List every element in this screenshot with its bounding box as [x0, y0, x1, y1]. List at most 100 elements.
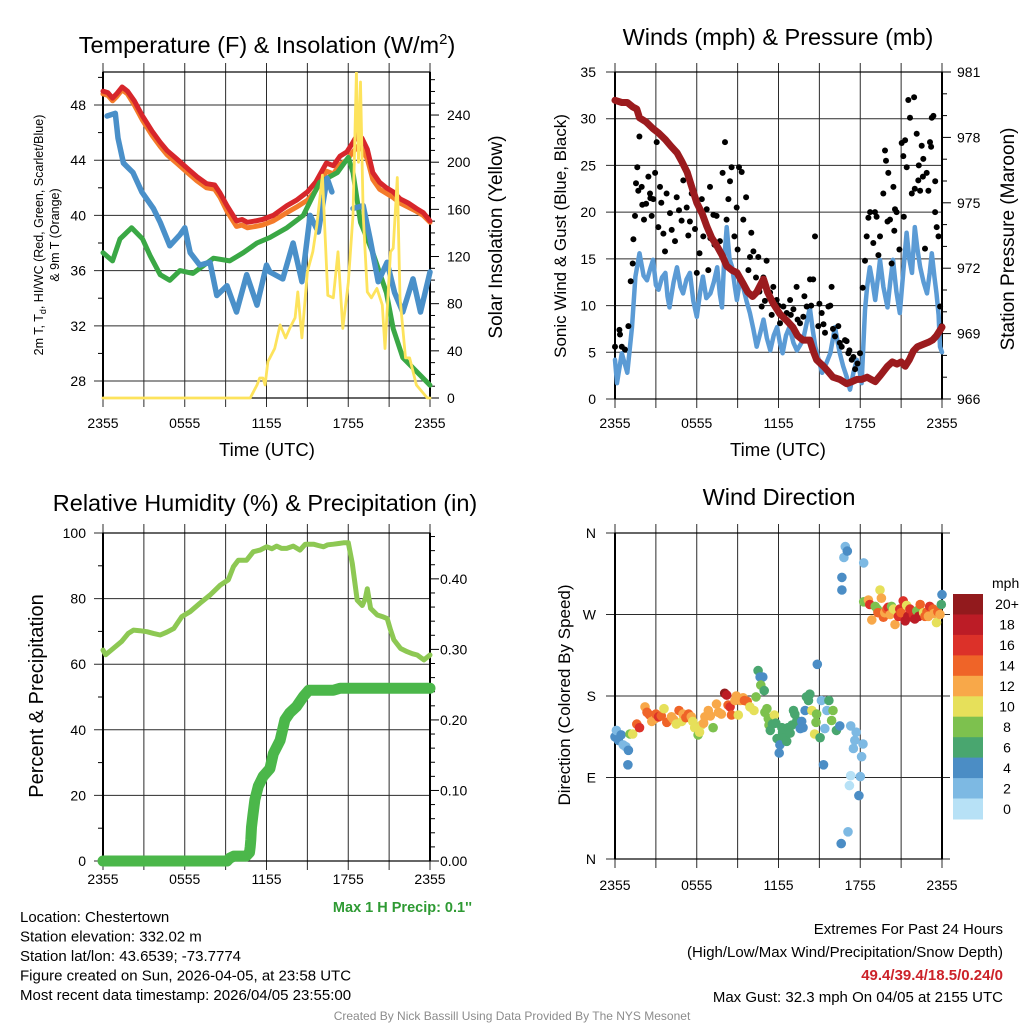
y-tick-label-right: 120 — [447, 249, 471, 265]
gust-point — [835, 323, 842, 330]
gust-point — [890, 183, 897, 190]
relative-humidity-line — [100, 540, 433, 663]
y-tick-label-right: 0.40 — [440, 571, 467, 587]
extremes-title: Extremes For Past 24 Hours — [814, 921, 1003, 938]
gust-point — [891, 227, 898, 234]
gust-point — [919, 173, 926, 180]
temperature-insolation-panel: Temperature (F) & Insolation (W/m2) 2m T… — [32, 31, 507, 460]
gust-point — [883, 157, 889, 164]
gust-point — [933, 224, 940, 231]
x-tick-label: 2355 — [414, 415, 445, 431]
x-tick-label: 2355 — [87, 871, 118, 887]
extremes-summary: Extremes For Past 24 Hours (High/Low/Max… — [687, 921, 1003, 1006]
gust-point — [723, 216, 730, 223]
wind-direction-point — [623, 760, 633, 770]
gust-point — [743, 194, 750, 201]
gust-point — [922, 245, 928, 252]
gust-point — [678, 217, 685, 224]
gust-point — [676, 207, 682, 214]
gust-point — [728, 164, 735, 171]
wind-direction-point — [844, 780, 855, 791]
colorbar-bin — [953, 778, 983, 800]
gust-point — [660, 230, 667, 237]
y-tick-label-right: 0.00 — [440, 853, 467, 869]
wind-direction-point — [828, 705, 838, 716]
y-tick-label-left: 48 — [70, 97, 86, 113]
wind-direction-point — [875, 585, 885, 595]
x-tick-label: 2355 — [926, 415, 957, 431]
gust-point — [918, 142, 925, 149]
gust-point — [621, 346, 628, 353]
wind-direction-point — [931, 617, 942, 628]
y-tick-label-left: N — [586, 525, 596, 541]
gust-point — [673, 194, 680, 201]
wind-direction-point — [811, 709, 822, 719]
grid — [94, 63, 439, 407]
gust-point — [838, 343, 845, 350]
wind-direction-point — [826, 715, 837, 726]
wind-direction-point — [749, 705, 759, 716]
colorbar-label: 20+ — [995, 596, 1019, 612]
wind-direction-point — [937, 589, 947, 600]
gust-point — [812, 233, 818, 240]
2m-t-line — [100, 84, 433, 225]
gust-point — [634, 164, 641, 171]
wind-direction-point — [850, 735, 860, 746]
gust-point — [932, 178, 939, 185]
gust-point — [905, 97, 912, 103]
colorbar-label: 18 — [999, 617, 1015, 633]
solar-insolation-line — [101, 72, 432, 400]
gust-point — [873, 213, 880, 220]
gust-point — [900, 213, 907, 220]
wind-direction-point — [915, 599, 925, 610]
y-tick-label-left: 80 — [70, 591, 86, 607]
gust-point — [738, 169, 745, 175]
gust-point — [722, 139, 728, 146]
y-tick-label-left: W — [583, 607, 597, 623]
gust-point — [638, 183, 645, 190]
wind-direction-point — [835, 721, 845, 731]
gust-point — [625, 323, 632, 330]
gust-point — [629, 260, 636, 267]
station-latlon: Station lat/lon: 43.6539; -73.7774 — [20, 948, 241, 965]
wind-direction-point — [836, 838, 846, 849]
y-tick-label-left: 10 — [580, 298, 596, 314]
y-label-part: , HI/WC (Red, Green, Scarlet/Blue) — [32, 115, 46, 310]
gust-point — [932, 209, 939, 216]
colorbar-label: 6 — [1003, 739, 1011, 755]
gust-point — [880, 190, 887, 197]
gust-point — [801, 293, 808, 300]
gust-point — [733, 204, 740, 211]
gust-point — [683, 204, 690, 211]
extremes-values: 49.4/39.4/18.5/0.24/0 — [861, 967, 1003, 984]
station-info: Location: Chestertown Station elevation:… — [20, 909, 351, 1004]
wind-direction-point — [858, 558, 869, 568]
y-tick-label-left: 35 — [580, 64, 596, 80]
wind-direction-point — [634, 722, 645, 733]
gust-point — [748, 229, 755, 236]
colorbar-bin — [953, 798, 983, 820]
gust-point — [820, 321, 827, 328]
gust-point — [680, 177, 687, 184]
wind-direction-point — [627, 729, 638, 739]
gust-point — [731, 233, 738, 240]
gust-point — [780, 303, 787, 310]
x-tick-label: 2355 — [599, 415, 630, 431]
y-tick-label-left: 40 — [70, 722, 86, 738]
gust-point — [653, 139, 660, 146]
wind-direction-point — [762, 703, 772, 714]
wind-direction-point — [876, 593, 887, 603]
gust-point — [747, 254, 753, 260]
sonic-wind-line — [612, 224, 945, 392]
gust-point — [857, 350, 863, 357]
station-elevation: Station elevation: 332.02 m — [20, 929, 202, 946]
y-tick-label-right: 969 — [957, 326, 981, 342]
gust-point — [790, 306, 797, 313]
x-tick-label: 0555 — [681, 415, 712, 431]
x-tick-label: 1755 — [845, 415, 876, 431]
humidity-precipitation-panel: Relative Humidity (%) & Precipitation (i… — [26, 490, 477, 916]
gust-point — [755, 254, 762, 260]
plot-area — [610, 541, 947, 849]
wind-direction-point — [659, 703, 669, 714]
gust-point — [633, 180, 639, 187]
